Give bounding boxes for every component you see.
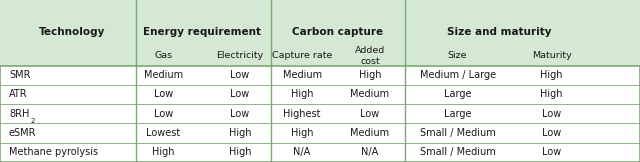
Text: Size: Size	[448, 51, 467, 60]
Text: Maturity: Maturity	[532, 51, 572, 60]
Text: Added
cost: Added cost	[355, 46, 385, 66]
Text: N/A: N/A	[362, 147, 378, 157]
Text: High: High	[291, 128, 314, 138]
Text: Low: Low	[154, 89, 173, 99]
Text: Low: Low	[360, 109, 380, 119]
Bar	[0, 0, 640, 66]
Text: High: High	[228, 147, 252, 157]
Text: Large: Large	[444, 89, 471, 99]
Text: ATR: ATR	[9, 89, 28, 99]
Text: Energy requirement: Energy requirement	[143, 27, 261, 37]
Text: High: High	[540, 70, 563, 80]
Text: High: High	[291, 89, 314, 99]
Text: Medium / Large: Medium / Large	[420, 70, 495, 80]
Text: 2: 2	[31, 118, 35, 124]
Text: Capture rate: Capture rate	[272, 51, 332, 60]
Text: Low: Low	[542, 147, 561, 157]
Text: Highest: Highest	[284, 109, 321, 119]
Text: High: High	[540, 89, 563, 99]
Text: Technology: Technology	[38, 27, 105, 37]
Text: Low: Low	[542, 128, 561, 138]
Text: Small / Medium: Small / Medium	[420, 147, 495, 157]
Text: High: High	[228, 128, 252, 138]
Text: Lowest: Lowest	[146, 128, 180, 138]
Text: SMR: SMR	[9, 70, 31, 80]
Text: Gas: Gas	[154, 51, 172, 60]
Text: Low: Low	[230, 109, 250, 119]
Text: Electricity: Electricity	[216, 51, 264, 60]
Text: N/A: N/A	[294, 147, 310, 157]
Text: Medium: Medium	[350, 128, 390, 138]
Text: Medium: Medium	[143, 70, 183, 80]
Text: eSMR: eSMR	[9, 128, 36, 138]
Text: Methane pyrolysis: Methane pyrolysis	[9, 147, 98, 157]
Text: High: High	[358, 70, 381, 80]
Text: Medium: Medium	[282, 70, 322, 80]
Text: Low: Low	[230, 89, 250, 99]
Text: Low: Low	[154, 109, 173, 119]
Text: High: High	[152, 147, 175, 157]
Text: Medium: Medium	[350, 89, 390, 99]
Text: Small / Medium: Small / Medium	[420, 128, 495, 138]
Text: Low: Low	[230, 70, 250, 80]
Text: Large: Large	[444, 109, 471, 119]
Text: Low: Low	[542, 109, 561, 119]
Text: Size and maturity: Size and maturity	[447, 27, 552, 37]
Text: 8RH: 8RH	[9, 109, 29, 119]
Text: Carbon capture: Carbon capture	[292, 27, 383, 37]
